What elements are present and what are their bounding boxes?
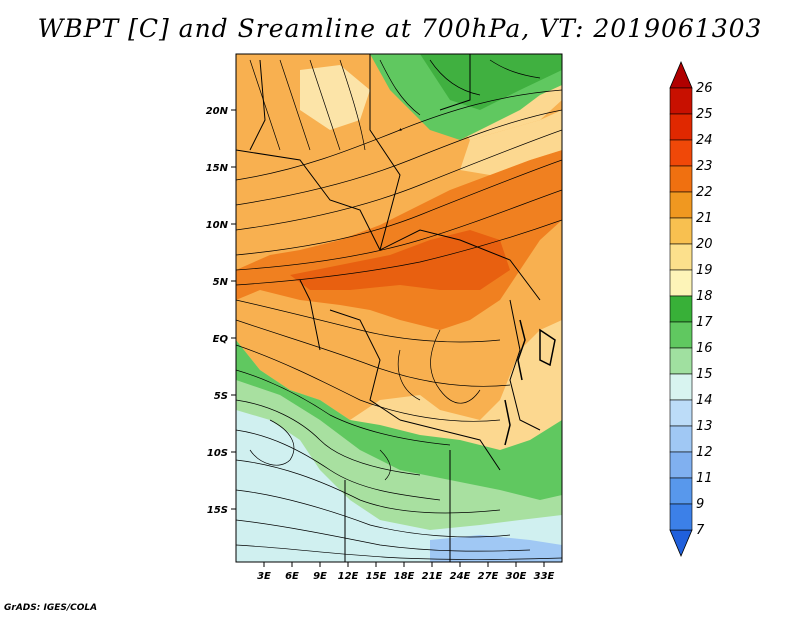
lon-label: 3E	[257, 571, 271, 582]
colorbar-segment	[669, 321, 693, 349]
colorbar-label: 14	[696, 393, 713, 408]
colorbar-segment	[669, 269, 693, 297]
colorbar-label: 19	[696, 263, 713, 278]
colorbar-segment	[669, 399, 693, 427]
lat-label: 20N	[206, 106, 229, 117]
blue-patch-southeast	[430, 535, 562, 562]
colorbar-segment	[669, 295, 693, 323]
hot-region-inner	[290, 230, 510, 290]
colorbar-top-arrow	[669, 60, 693, 89]
lat-label: 10N	[206, 220, 229, 231]
colorbar-segment	[669, 451, 693, 479]
map-frame	[235, 53, 563, 563]
lat-label: EQ	[213, 334, 229, 345]
lon-label: 30E	[506, 571, 527, 582]
lakes	[504, 319, 556, 446]
colorbar-segment	[669, 217, 693, 245]
colorbar: 26 25 24 23 22 21 20 19 18 17 16 15 14 1…	[669, 60, 713, 558]
colorbar-label: 16	[696, 341, 713, 356]
colorbar-label: 7	[696, 523, 705, 538]
colorbar-label: 20	[696, 237, 713, 252]
credit-text: GrADS: IGES/COLA	[4, 603, 98, 613]
green-region-north-dark	[420, 54, 562, 110]
colorbar-label: 12	[696, 445, 713, 460]
colorbar-segment	[669, 165, 693, 193]
lat-label: 5S	[214, 391, 228, 402]
longitude-axis: 3E 6E 9E 12E 15E 18E 21E 24E 27E 30E 33E	[257, 562, 555, 582]
colorbar-segment	[669, 191, 693, 219]
lat-label: 5N	[213, 277, 229, 288]
colorbar-bottom-arrow	[669, 529, 693, 558]
colorbar-segment	[669, 87, 693, 115]
lon-label: 33E	[534, 571, 555, 582]
colorbar-label: 24	[696, 133, 713, 148]
colorbar-label: 13	[696, 419, 713, 434]
lat-label: 10S	[207, 448, 228, 459]
lon-label: 12E	[338, 571, 359, 582]
colorbar-label: 9	[696, 497, 704, 512]
lon-label: 24E	[450, 571, 471, 582]
lon-label: 18E	[394, 571, 415, 582]
pale-blue-region	[236, 410, 562, 562]
colorbar-segment	[669, 243, 693, 271]
map-plot-area	[236, 54, 562, 562]
mild-region-northwest	[300, 65, 370, 130]
colorbar-segment	[669, 347, 693, 375]
lat-label: 15S	[207, 505, 228, 516]
latitude-axis: 20N 15N 10N 5N EQ 5S 10S 15S	[206, 106, 236, 516]
lon-label: 27E	[478, 571, 499, 582]
colorbar-label: 18	[696, 289, 713, 304]
colorbar-segment	[669, 373, 693, 401]
colorbar-label: 25	[696, 107, 713, 122]
lon-label: 9E	[313, 571, 327, 582]
colorbar-label: 17	[696, 315, 713, 330]
lat-label: 15N	[206, 163, 229, 174]
lon-label: 15E	[366, 571, 387, 582]
lon-label: 21E	[422, 571, 443, 582]
colorbar-label: 21	[696, 211, 713, 226]
colorbar-segment	[669, 503, 693, 531]
colorbar-label: 15	[696, 367, 713, 382]
streamlines	[236, 59, 562, 560]
colorbar-segment	[669, 425, 693, 453]
colorbar-label: 22	[696, 185, 713, 200]
colorbar-label: 26	[696, 81, 713, 96]
colorbar-segment	[669, 113, 693, 141]
colorbar-segment	[669, 139, 693, 167]
colorbar-label: 23	[696, 159, 713, 174]
chart-title: WBPT [C] and Sreamline at 700hPa, VT: 20…	[37, 14, 763, 43]
lon-label: 6E	[285, 571, 299, 582]
colorbar-segment	[669, 477, 693, 505]
colorbar-label: 11	[696, 471, 713, 486]
